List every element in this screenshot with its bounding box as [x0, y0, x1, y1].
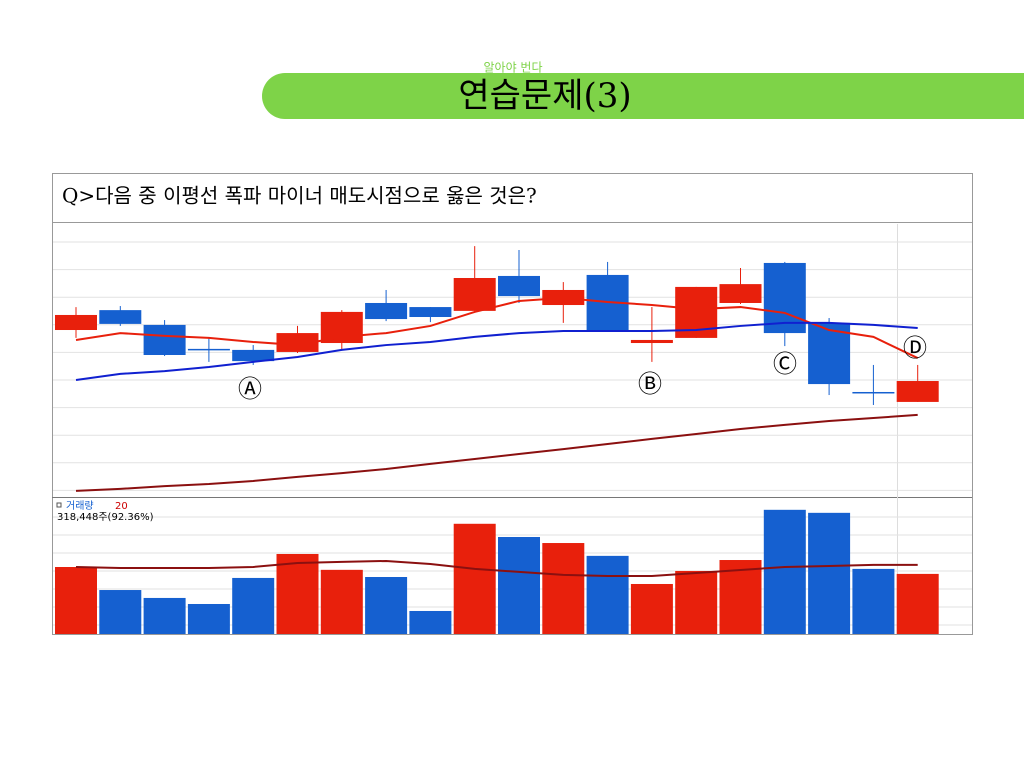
volume-bar: [630, 583, 673, 634]
annotation: Ⓓ: [903, 334, 927, 362]
volume-bar: [365, 577, 408, 634]
annotation: Ⓒ: [773, 350, 797, 378]
tagline: 알아야 번다: [483, 61, 542, 75]
candle-body: [719, 284, 762, 303]
volume-bar: [498, 536, 540, 634]
volume-bar: [187, 603, 230, 634]
title: 연습문제(3): [458, 76, 631, 116]
volume-bar: [99, 590, 142, 634]
candle-body: [409, 307, 452, 318]
volume-bar: [852, 568, 895, 634]
volume-bar: [143, 597, 186, 634]
question: Q>다음 중 이평선 폭파 마이너 매도시점으로 옳은 것은?: [62, 184, 537, 208]
volume-bar: [675, 570, 718, 634]
volume-bar: [719, 560, 762, 634]
candle-body: [99, 310, 142, 324]
volume-bar: [763, 509, 806, 634]
moving-average: [75, 321, 918, 381]
title-banner: [262, 73, 1024, 119]
volume-ma-legend: 20: [115, 501, 128, 512]
volume-bar: [232, 577, 275, 634]
volume-bar: [320, 569, 363, 634]
volume-bar: [276, 553, 319, 634]
volume-bar: [55, 567, 97, 634]
candle-body: [763, 262, 806, 334]
candle-body: [630, 339, 673, 344]
candle-body: [498, 275, 540, 297]
candle-body: [55, 314, 97, 331]
candle-body: [276, 333, 319, 352]
volume-bar: [453, 523, 496, 634]
volume-bar: [409, 610, 452, 634]
volume-legend: 거래량: [66, 500, 94, 512]
candle-body: [187, 348, 230, 351]
volume-bar: [808, 512, 851, 634]
candle-body: [143, 324, 186, 356]
candle-body: [453, 277, 496, 311]
moving-average: [75, 413, 918, 492]
volume-bar: [896, 573, 939, 634]
annotation: Ⓐ: [238, 375, 262, 403]
candle-body: [320, 311, 363, 344]
volume-bar: [586, 555, 629, 634]
candle-body: [896, 381, 939, 402]
candle-body: [365, 302, 408, 320]
volume-bar: [542, 543, 585, 634]
volume-moving-average: [75, 559, 918, 578]
volume-info: 318,448주(92.36%): [57, 512, 154, 523]
annotation: Ⓑ: [638, 370, 662, 398]
candle-body: [232, 349, 275, 362]
legend-box: [56, 502, 62, 508]
moving-average: [75, 296, 919, 359]
candle-body: [852, 391, 895, 394]
